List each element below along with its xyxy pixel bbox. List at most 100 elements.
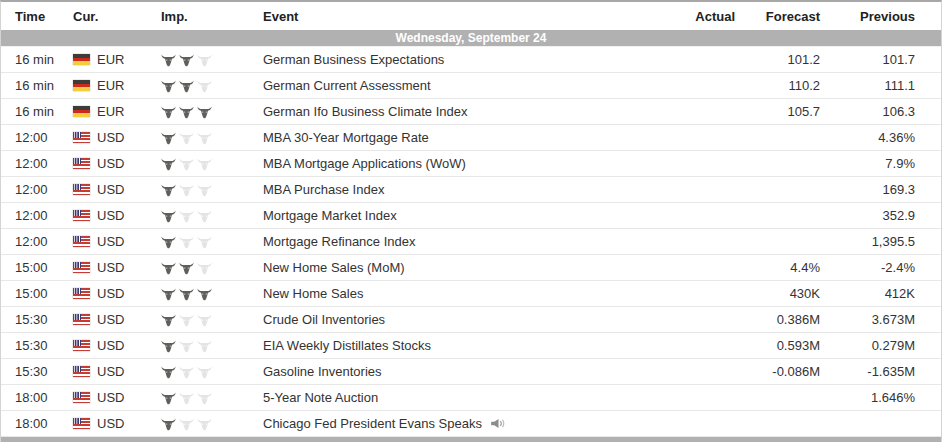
bull-icon — [161, 262, 176, 275]
event-name[interactable]: MBA Mortgage Applications (WoW) — [263, 156, 466, 171]
event-currency: USD — [59, 385, 147, 411]
column-header-previous: Previous — [846, 2, 941, 30]
event-name[interactable]: New Home Sales — [263, 286, 363, 301]
date-separator: Wednesday, September 24 — [1, 30, 941, 47]
event-time: 12:00 — [1, 229, 59, 255]
bull-icon — [161, 418, 176, 431]
event-time: 16 min — [1, 47, 59, 73]
bull-icon — [197, 106, 212, 119]
event-row: 18:00USD5-Year Note Auction1.646% — [1, 385, 941, 411]
event-name[interactable]: German Business Expectations — [263, 52, 444, 67]
bull-icon — [161, 340, 176, 353]
event-name[interactable]: German Current Assessment — [263, 78, 431, 93]
event-name[interactable]: Chicago Fed President Evans Speaks — [263, 416, 482, 431]
importance-rating — [147, 281, 249, 307]
event-currency: EUR — [59, 99, 147, 125]
bull-icon — [161, 392, 176, 405]
bull-icon — [161, 158, 176, 171]
event-time: 18:00 — [1, 411, 59, 437]
event-currency: USD — [59, 151, 147, 177]
currency-code: USD — [97, 416, 124, 431]
forecast-value: 0.593M — [761, 333, 846, 359]
event-time: 18:00 — [1, 385, 59, 411]
importance-rating — [147, 333, 249, 359]
event-row: 15:00USD New Home Sales (MoM) 4.4%-2.4% — [1, 255, 941, 281]
actual-value — [676, 151, 761, 177]
event-name[interactable]: MBA 30-Year Mortgage Rate — [263, 130, 429, 145]
currency-code: USD — [97, 156, 124, 171]
currency-code: EUR — [97, 52, 124, 67]
event-name[interactable]: 5-Year Note Auction — [263, 390, 378, 405]
germany-flag-icon — [73, 80, 90, 91]
event-currency: EUR — [59, 73, 147, 99]
previous-value: -2.4% — [846, 255, 941, 281]
forecast-value: 4.4% — [761, 255, 846, 281]
event-currency: USD — [59, 125, 147, 151]
header-row: Time Cur. Imp. Event Actual Forecast Pre… — [1, 2, 941, 30]
event-name[interactable]: New Home Sales (MoM) — [263, 260, 405, 275]
us-flag-icon — [73, 314, 90, 325]
previous-value: 7.9% — [846, 151, 941, 177]
importance-rating — [147, 73, 249, 99]
column-header-actual: Actual — [676, 2, 761, 30]
event-name[interactable]: Mortgage Refinance Index — [263, 234, 415, 249]
actual-value — [676, 411, 761, 437]
forecast-value — [761, 203, 846, 229]
currency-code: USD — [97, 312, 124, 327]
event-currency: USD — [59, 333, 147, 359]
bull-icon — [197, 210, 212, 223]
event-name[interactable]: MBA Purchase Index — [263, 182, 384, 197]
actual-value — [676, 203, 761, 229]
currency-code: USD — [97, 390, 124, 405]
event-name[interactable]: Mortgage Market Index — [263, 208, 397, 223]
event-name[interactable]: Gasoline Inventories — [263, 364, 382, 379]
bull-icon — [179, 418, 194, 431]
event-row: 15:30 USD EIA Weekly Distillates Stocks 0.5… — [1, 333, 941, 359]
event-currency: USD — [59, 255, 147, 281]
event-time: 15:30 — [1, 333, 59, 359]
bull-icon — [161, 80, 176, 93]
bull-icon — [179, 236, 194, 249]
actual-value — [676, 229, 761, 255]
bull-icon — [179, 210, 194, 223]
bull-icon — [161, 54, 176, 67]
bull-icon — [161, 314, 176, 327]
importance-rating — [147, 229, 249, 255]
importance-rating — [147, 203, 249, 229]
previous-value: 111.1 — [846, 73, 941, 99]
event-name[interactable]: EIA Weekly Distillates Stocks — [263, 338, 431, 353]
importance-rating — [147, 307, 249, 333]
currency-code: EUR — [97, 104, 124, 119]
bull-icon — [197, 54, 212, 67]
importance-rating — [147, 47, 249, 73]
calendar-rows: 16 minEURGerman Business Expectations101… — [1, 47, 941, 437]
event-currency: USD — [59, 411, 147, 437]
actual-value — [676, 281, 761, 307]
event-row: 12:00USDMBA 30-Year Mortgage Rate4.36% — [1, 125, 941, 151]
previous-value — [846, 411, 941, 437]
forecast-value: 0.386M — [761, 307, 846, 333]
column-header-forecast: Forecast — [761, 2, 846, 30]
previous-value: 3.673M — [846, 307, 941, 333]
germany-flag-icon — [73, 106, 90, 117]
previous-value: 352.9 — [846, 203, 941, 229]
currency-code: USD — [97, 208, 124, 223]
event-time: 15:00 — [1, 255, 59, 281]
bull-icon — [161, 366, 176, 379]
previous-value: 101.7 — [846, 47, 941, 73]
forecast-value: 105.7 — [761, 99, 846, 125]
bull-icon — [161, 210, 176, 223]
event-name[interactable]: Crude Oil Inventories — [263, 312, 385, 327]
actual-value — [676, 125, 761, 151]
event-name[interactable]: German Ifo Business Climate Index — [263, 104, 467, 119]
bull-icon — [197, 418, 212, 431]
forecast-value — [761, 125, 846, 151]
currency-code: USD — [97, 338, 124, 353]
actual-value — [676, 47, 761, 73]
event-time: 12:00 — [1, 177, 59, 203]
bull-icon — [179, 54, 194, 67]
bull-icon — [197, 288, 212, 301]
forecast-value: 110.2 — [761, 73, 846, 99]
bull-icon — [179, 184, 194, 197]
footer-row — [1, 437, 941, 442]
